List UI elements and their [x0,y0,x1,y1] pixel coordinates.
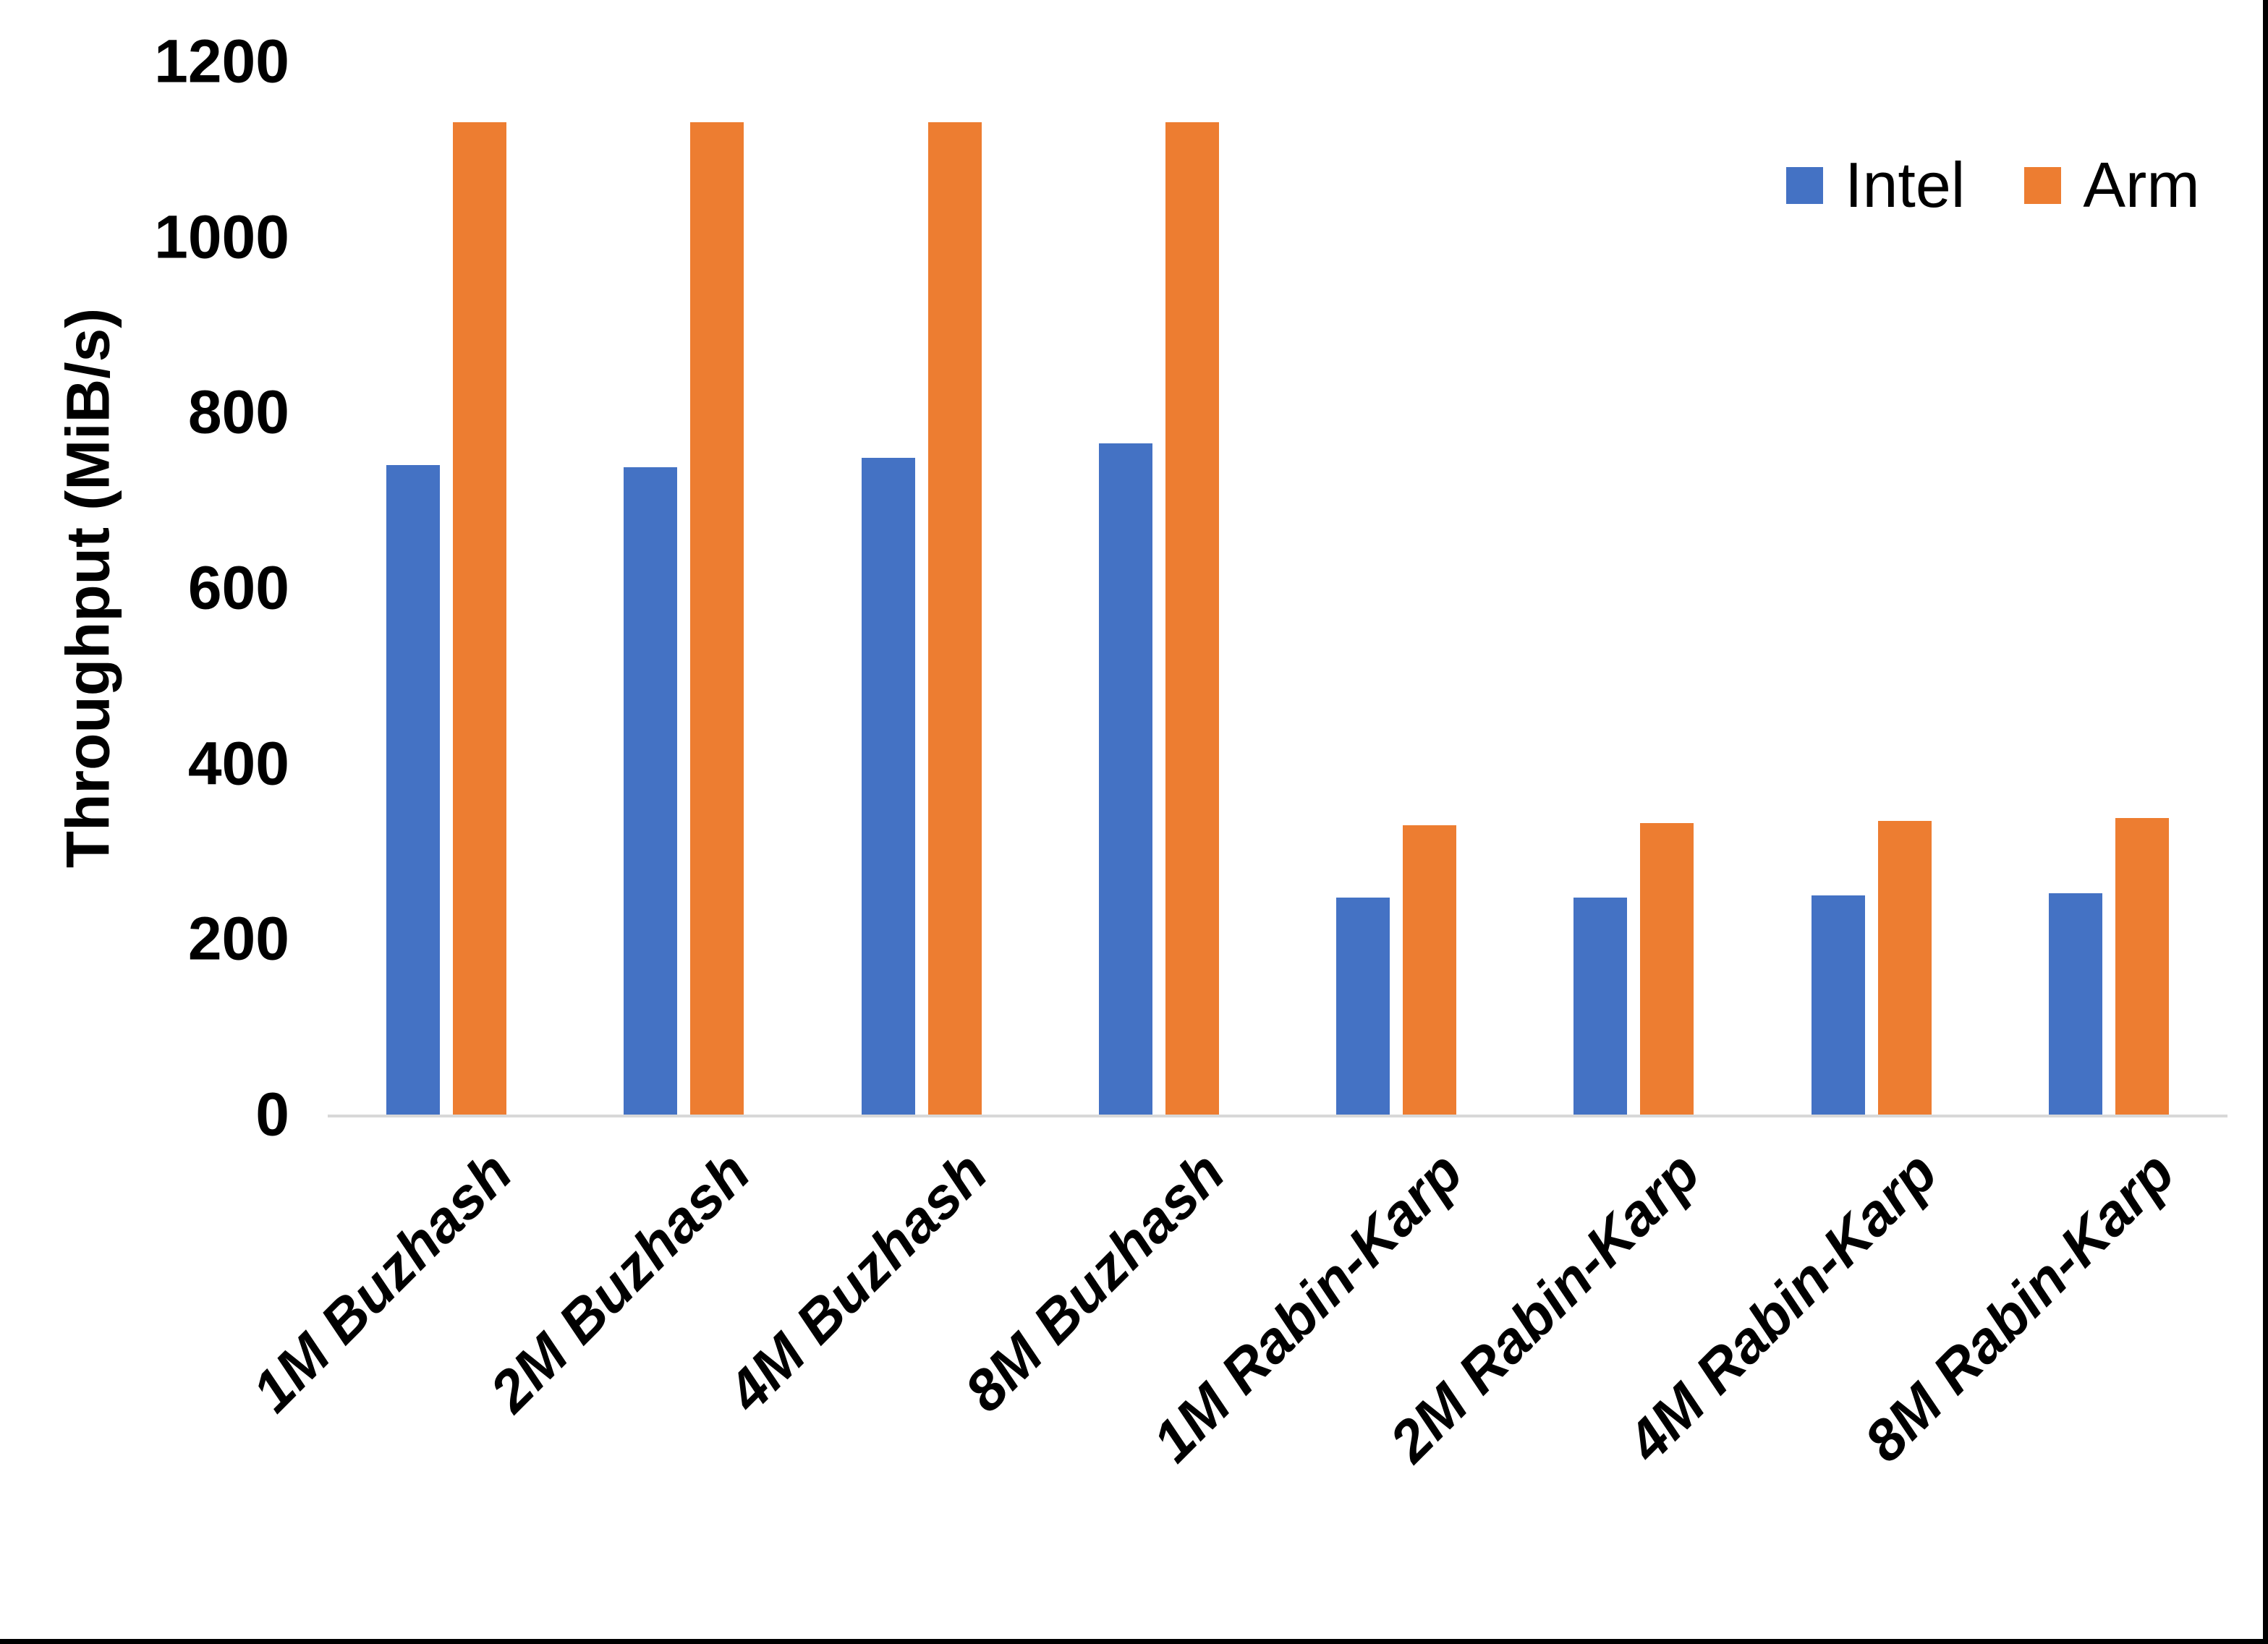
y-tick-label: 1200 [154,27,289,95]
category-column: 2M Buzhash [477,61,802,1424]
legend-swatch-arm [2024,166,2062,204]
category-column: 8M Buzhash [953,61,1278,1424]
bar-intel-4m-rabin-karp [1811,895,1865,1115]
y-axis-tick-area: 0 200 400 600 800 1000 1200 [0,0,289,1644]
bar-arm-8m-buzhash [1165,122,1219,1115]
window-bottom-border [0,1639,2268,1644]
bar-intel-1m-rabin-karp [1336,898,1390,1115]
legend-item-intel: Intel [1786,148,1965,222]
legend-item-arm: Arm [2024,148,2200,222]
bar-intel-8m-rabin-karp [2048,893,2102,1115]
category-column: 4M Rabin-Karp [1615,61,1990,1474]
category-column: 8M Rabin-Karp [1852,61,2227,1474]
window-right-border [2263,0,2268,1644]
y-tick-label: 400 [187,729,289,798]
y-tick-label: 200 [187,904,289,973]
bar-arm-1m-rabin-karp [1403,825,1457,1115]
bar-arm-1m-buzhash [453,122,507,1115]
bar-arm-4m-rabin-karp [1877,820,1932,1115]
legend-label-arm: Arm [2083,149,2200,221]
bar-intel-1m-buzhash [386,465,441,1115]
plot-area: 1M Buzhash 2M Buzhash 4M Buzhash 8M Buzhash… [240,61,2227,1474]
category-column: 2M Rabin-Karp [1377,61,1752,1474]
category-column: 1M Rabin-Karp [1140,61,1515,1474]
bar-intel-8m-buzhash [1098,443,1152,1115]
y-tick-label: 1000 [154,203,289,271]
legend: Intel Arm [1786,148,2200,222]
y-tick-label: 800 [187,378,289,446]
y-tick-label: 600 [187,553,289,622]
bar-intel-2m-buzhash [624,467,678,1115]
legend-swatch-intel [1786,166,1823,204]
bar-intel-4m-buzhash [861,458,915,1115]
legend-label-intel: Intel [1845,149,1966,221]
bar-arm-4m-buzhash [927,122,982,1115]
category-column: 1M Buzhash [240,61,565,1424]
bar-arm-8m-rabin-karp [2115,817,2169,1115]
bar-intel-2m-rabin-karp [1573,898,1628,1115]
bar-arm-2m-buzhash [690,122,744,1115]
category-column: 4M Buzhash [715,61,1040,1424]
bar-arm-2m-rabin-karp [1640,823,1694,1115]
y-tick-label: 0 [255,1080,289,1149]
